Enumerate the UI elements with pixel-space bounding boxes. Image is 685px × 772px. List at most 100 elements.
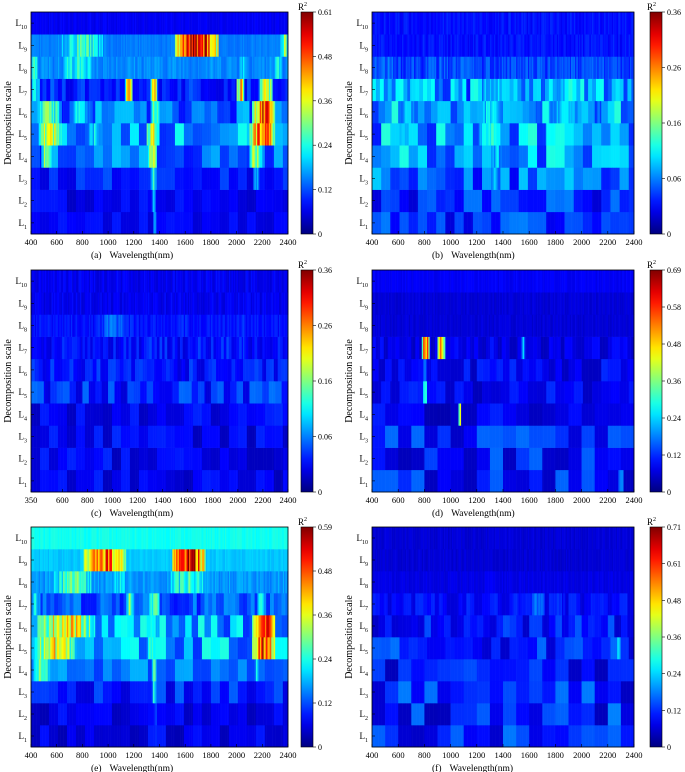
heatmap-cell [70,145,73,168]
heatmap-cell [91,145,93,168]
heatmap-cell [115,123,118,146]
heatmap-cell [128,100,131,124]
heatmap-cell [244,56,246,79]
heatmap-cell [52,34,55,57]
heatmap-cell [572,145,575,168]
heatmap-cell [255,123,258,146]
heatmap-cell [248,12,250,35]
heatmap-cell [174,78,177,102]
heatmap-cell [110,34,113,57]
heatmap-cell [189,78,191,102]
heatmap-cell [210,78,213,102]
heatmap-cell [45,145,47,168]
heatmap-cell [610,211,613,235]
heatmap-cell [196,100,199,124]
heatmap-cell [66,100,69,124]
heatmap-cell [551,145,554,168]
heatmap-cell [279,12,281,35]
heatmap-cell [273,189,276,213]
heatmap-cell [387,123,390,146]
heatmap-cell [411,189,413,213]
heatmap-cell [70,56,73,79]
heatmap-cell [114,167,117,190]
heatmap-cell [214,100,217,124]
heatmap-cell [183,12,186,35]
heatmap-cell [101,100,104,124]
heatmap-cell [201,34,204,57]
heatmap-cell [194,189,196,213]
heatmap-cell [613,145,615,168]
heatmap-cell [227,167,230,190]
heatmap-cell [56,12,59,35]
heatmap-cell [75,211,78,235]
heatmap-cell [200,167,203,190]
heatmap-cell [491,189,493,213]
heatmap-cell [270,78,272,102]
heatmap-cell [223,123,226,146]
heatmap-cell [391,167,394,190]
heatmap-cell [189,12,191,35]
heatmap-cell [160,56,163,79]
heatmap-cell [117,123,119,146]
heatmap-cell [163,145,165,168]
heatmap-cell [120,100,123,124]
heatmap-cell [280,123,282,146]
heatmap-cell [489,145,492,168]
heatmap-cell [100,56,102,79]
heatmap-cell [39,167,42,190]
heatmap-cell [270,123,272,146]
heatmap-cell [379,123,382,146]
heatmap-cell [138,34,141,57]
heatmap-cell [375,145,378,168]
heatmap-cell [162,123,164,146]
heatmap-cell [93,211,96,235]
heatmap-cell [209,34,212,57]
heatmap-cell [568,145,571,168]
heatmap-cell [111,78,114,102]
heatmap-cell [105,211,108,235]
heatmap-cell [624,145,627,168]
heatmap-cell [192,100,195,124]
heatmap-cell [61,34,64,57]
heatmap-cell [482,189,484,213]
heatmap-cell [207,12,209,35]
heatmap-cell [282,167,285,190]
heatmap-cell [95,100,97,124]
heatmap-cell [467,211,470,235]
heatmap-cell [120,167,123,190]
heatmap-cell [59,12,61,35]
heatmap-cell [158,167,160,190]
heatmap-cell [163,189,165,213]
heatmap-cell [124,12,127,35]
heatmap-cell [203,123,205,146]
heatmap-cell [216,211,218,235]
heatmap-cell [259,145,262,168]
heatmap-cell [87,211,90,235]
heatmap-cell [54,189,56,213]
heatmap-cell [159,100,162,124]
heatmap-cell [56,78,59,102]
heatmap-cell [172,78,174,102]
heatmap-cell [34,12,37,35]
heatmap-cell [38,189,41,213]
heatmap-cell [92,56,95,79]
heatmap-cell [244,189,246,213]
heatmap-cell [409,189,412,213]
heatmap-cell [263,123,266,146]
heatmap-cell [531,211,534,235]
heatmap-cell [417,167,420,190]
heatmap-cell [109,34,111,57]
heatmap-cell [517,189,520,213]
heatmap-cell [539,167,542,190]
heatmap-cell [101,12,104,35]
heatmap-cell [243,12,245,35]
heatmap-cell [225,78,227,102]
heatmap-cell [237,145,240,168]
heatmap-cell [227,189,230,213]
heatmap-cell [117,167,119,190]
heatmap-cell [114,12,117,35]
heatmap-cell [243,56,245,79]
heatmap-cell [123,12,126,35]
heatmap-cell [203,12,205,35]
heatmap-cell [237,189,240,213]
